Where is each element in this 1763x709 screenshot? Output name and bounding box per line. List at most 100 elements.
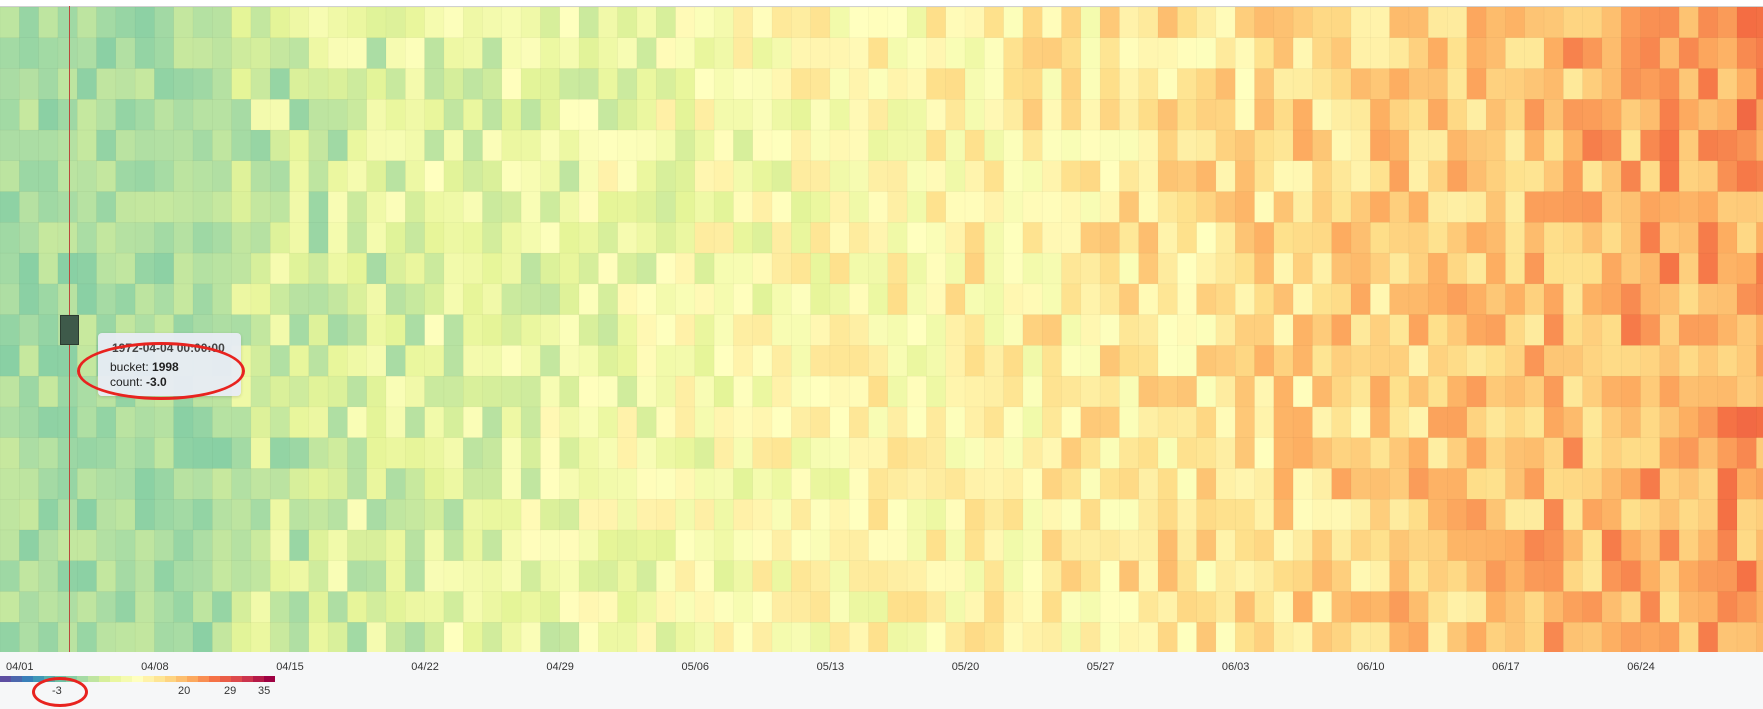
heatmap-cell[interactable] xyxy=(713,375,735,408)
heatmap-cell[interactable] xyxy=(96,437,117,470)
heatmap-cell[interactable] xyxy=(1620,283,1642,316)
heatmap-cell[interactable] xyxy=(134,437,156,470)
heatmap-cell[interactable] xyxy=(887,314,908,347)
heatmap-cell[interactable] xyxy=(964,591,985,623)
heatmap-cell[interactable] xyxy=(1370,191,1391,223)
heatmap-cell[interactable] xyxy=(559,222,580,254)
heatmap-cell[interactable] xyxy=(752,375,773,408)
heatmap-cell[interactable] xyxy=(1196,437,1217,470)
heatmap-cell[interactable] xyxy=(733,406,754,439)
heatmap-cell[interactable] xyxy=(1717,345,1738,377)
heatmap-cell[interactable] xyxy=(1273,222,1294,254)
heatmap-cell[interactable] xyxy=(810,345,831,377)
heatmap-cell[interactable] xyxy=(501,498,522,531)
heatmap-cell[interactable] xyxy=(1756,529,1763,562)
heatmap-cell[interactable] xyxy=(1331,252,1352,285)
heatmap-cell[interactable] xyxy=(1080,283,1101,316)
heatmap-cell[interactable] xyxy=(1563,160,1584,193)
heatmap-cell[interactable] xyxy=(636,468,657,500)
heatmap-cell[interactable] xyxy=(250,529,271,562)
heatmap-cell[interactable] xyxy=(733,252,754,285)
heatmap-cell[interactable] xyxy=(501,191,522,223)
heatmap-cell[interactable] xyxy=(1447,345,1468,377)
heatmap-cell[interactable] xyxy=(964,222,985,254)
heatmap-cell[interactable] xyxy=(1119,7,1140,39)
heatmap-cell[interactable] xyxy=(1138,498,1159,531)
heatmap-cell[interactable] xyxy=(1563,314,1584,347)
heatmap-cell[interactable] xyxy=(1177,7,1198,39)
heatmap-cell[interactable] xyxy=(1196,252,1217,285)
heatmap-cell[interactable] xyxy=(559,437,580,470)
heatmap-cell[interactable] xyxy=(1659,529,1680,562)
heatmap-cell[interactable] xyxy=(1427,529,1449,562)
heatmap-cell[interactable] xyxy=(848,345,870,377)
heatmap-cell[interactable] xyxy=(1659,437,1680,470)
heatmap-cell[interactable] xyxy=(520,560,542,593)
heatmap-cell[interactable] xyxy=(1640,68,1661,100)
heatmap-cell[interactable] xyxy=(791,191,812,223)
heatmap-cell[interactable] xyxy=(1408,129,1429,162)
heatmap-cell[interactable] xyxy=(443,37,464,70)
heatmap-cell[interactable] xyxy=(675,99,696,131)
heatmap-cell[interactable] xyxy=(424,591,445,623)
heatmap-cell[interactable] xyxy=(1640,529,1661,562)
heatmap-cell[interactable] xyxy=(1157,345,1178,377)
heatmap-cell[interactable] xyxy=(1215,498,1236,531)
heatmap-cell[interactable] xyxy=(694,129,715,162)
heatmap-cell[interactable] xyxy=(752,68,773,100)
heatmap-cell[interactable] xyxy=(598,314,619,347)
heatmap-cell[interactable] xyxy=(1505,468,1526,500)
heatmap-cell[interactable] xyxy=(1292,222,1314,254)
heatmap-cell[interactable] xyxy=(1273,560,1294,593)
heatmap-cell[interactable] xyxy=(1427,406,1449,439)
heatmap-cell[interactable] xyxy=(173,252,194,285)
heatmap-cell[interactable] xyxy=(231,529,252,562)
heatmap-cell[interactable] xyxy=(1177,68,1198,100)
heatmap-cell[interactable] xyxy=(1138,68,1159,100)
heatmap-cell[interactable] xyxy=(1505,591,1526,623)
heatmap-cell[interactable] xyxy=(1640,314,1661,347)
heatmap-cell[interactable] xyxy=(1099,160,1121,193)
heatmap-cell[interactable] xyxy=(1389,591,1410,623)
heatmap-cell[interactable] xyxy=(1273,591,1294,623)
heatmap-cell[interactable] xyxy=(733,375,754,408)
heatmap-cell[interactable] xyxy=(1640,252,1661,285)
heatmap-cell[interactable] xyxy=(212,498,233,531)
heatmap-cell[interactable] xyxy=(598,437,619,470)
heatmap-cell[interactable] xyxy=(598,529,619,562)
heatmap-cell[interactable] xyxy=(385,129,406,162)
heatmap-cell[interactable] xyxy=(1312,437,1333,470)
heatmap-cell[interactable] xyxy=(1003,529,1024,562)
heatmap-cell[interactable] xyxy=(134,406,156,439)
heatmap-cell[interactable] xyxy=(462,406,484,439)
heatmap-cell[interactable] xyxy=(1563,252,1584,285)
heatmap-cell[interactable] xyxy=(1582,437,1603,470)
heatmap-cell[interactable] xyxy=(1003,621,1024,653)
heatmap-cell[interactable] xyxy=(308,314,329,347)
heatmap-cell[interactable] xyxy=(752,498,773,531)
heatmap-cell[interactable] xyxy=(598,129,619,162)
heatmap-cell[interactable] xyxy=(1698,345,1719,377)
heatmap-cell[interactable] xyxy=(405,375,426,408)
heatmap-cell[interactable] xyxy=(115,498,136,531)
heatmap-cell[interactable] xyxy=(848,252,870,285)
heatmap-cell[interactable] xyxy=(1601,406,1622,439)
heatmap-cell[interactable] xyxy=(1563,68,1584,100)
heatmap-cell[interactable] xyxy=(636,283,657,316)
heatmap-cell[interactable] xyxy=(771,7,792,39)
heatmap-cell[interactable] xyxy=(1736,7,1757,39)
heatmap-cell[interactable] xyxy=(347,252,368,285)
heatmap-cell[interactable] xyxy=(1022,498,1043,531)
heatmap-cell[interactable] xyxy=(1041,345,1063,377)
heatmap-cell[interactable] xyxy=(733,160,754,193)
heatmap-cell[interactable] xyxy=(1466,222,1487,254)
heatmap-cell[interactable] xyxy=(482,191,503,223)
heatmap-cell[interactable] xyxy=(887,68,908,100)
heatmap-cell[interactable] xyxy=(1447,99,1468,131)
heatmap-cell[interactable] xyxy=(964,529,985,562)
heatmap-cell[interactable] xyxy=(520,37,542,70)
heatmap-cell[interactable] xyxy=(1041,129,1063,162)
heatmap-cell[interactable] xyxy=(1427,129,1449,162)
heatmap-cell[interactable] xyxy=(366,160,387,193)
heatmap-cell[interactable] xyxy=(1427,7,1449,39)
